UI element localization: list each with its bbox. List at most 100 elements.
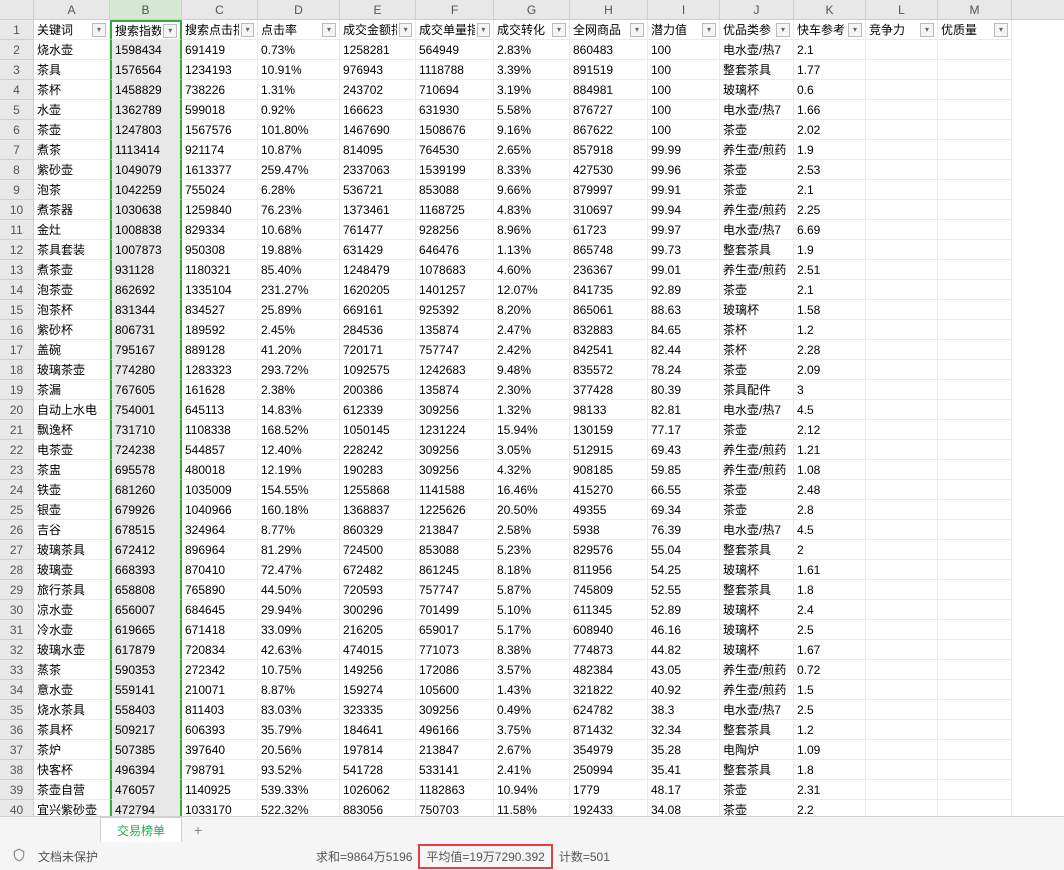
- cell[interactable]: 1113414: [110, 140, 182, 160]
- cell[interactable]: 482384: [570, 660, 648, 680]
- cell[interactable]: 2.1: [794, 40, 866, 60]
- cell[interactable]: 1620205: [340, 280, 416, 300]
- cell[interactable]: 快车参考▾: [794, 20, 866, 40]
- cell[interactable]: 168.52%: [258, 420, 340, 440]
- cell[interactable]: 茶壶: [720, 800, 794, 816]
- add-sheet-button[interactable]: +: [182, 818, 214, 842]
- cell[interactable]: [938, 680, 1012, 700]
- cell[interactable]: 135874: [416, 320, 494, 340]
- cell[interactable]: 83.03%: [258, 700, 340, 720]
- cell[interactable]: 玻璃茶具: [34, 540, 110, 560]
- cell[interactable]: 149256: [340, 660, 416, 680]
- cell[interactable]: 656007: [110, 600, 182, 620]
- cell[interactable]: 1008838: [110, 220, 182, 240]
- cell[interactable]: 842541: [570, 340, 648, 360]
- cell[interactable]: 679926: [110, 500, 182, 520]
- row-header[interactable]: 33: [0, 660, 34, 680]
- cell[interactable]: 154.55%: [258, 480, 340, 500]
- cell[interactable]: 1335104: [182, 280, 258, 300]
- cell[interactable]: 5.17%: [494, 620, 570, 640]
- cell[interactable]: 284536: [340, 320, 416, 340]
- cell[interactable]: 512915: [570, 440, 648, 460]
- cell[interactable]: 738226: [182, 80, 258, 100]
- cell[interactable]: 41.20%: [258, 340, 340, 360]
- cell[interactable]: 玻璃杯: [720, 80, 794, 100]
- column-header-H[interactable]: H: [570, 0, 648, 19]
- cell[interactable]: 427530: [570, 160, 648, 180]
- cell[interactable]: 765890: [182, 580, 258, 600]
- cell[interactable]: 3: [794, 380, 866, 400]
- cell[interactable]: 309256: [416, 460, 494, 480]
- cell[interactable]: 玻璃杯: [720, 600, 794, 620]
- cell[interactable]: 871432: [570, 720, 648, 740]
- row-header[interactable]: 29: [0, 580, 34, 600]
- cell[interactable]: 9.16%: [494, 120, 570, 140]
- cell[interactable]: 61723: [570, 220, 648, 240]
- cell[interactable]: 1248479: [340, 260, 416, 280]
- cell[interactable]: 8.20%: [494, 300, 570, 320]
- cell[interactable]: 66.55: [648, 480, 720, 500]
- cell[interactable]: 2337063: [340, 160, 416, 180]
- row-header[interactable]: 14: [0, 280, 34, 300]
- cell[interactable]: 茶具套装: [34, 240, 110, 260]
- cell[interactable]: 99.73: [648, 240, 720, 260]
- row-header[interactable]: 9: [0, 180, 34, 200]
- cell[interactable]: 20.50%: [494, 500, 570, 520]
- row-header[interactable]: 28: [0, 560, 34, 580]
- cell[interactable]: 2.30%: [494, 380, 570, 400]
- cell[interactable]: 12.19%: [258, 460, 340, 480]
- cell[interactable]: 798791: [182, 760, 258, 780]
- cell[interactable]: 煮茶器: [34, 200, 110, 220]
- cell[interactable]: 197814: [340, 740, 416, 760]
- cell[interactable]: 33.09%: [258, 620, 340, 640]
- cell[interactable]: 559141: [110, 680, 182, 700]
- cell[interactable]: 976943: [340, 60, 416, 80]
- cell[interactable]: 105600: [416, 680, 494, 700]
- cell[interactable]: 509217: [110, 720, 182, 740]
- cell[interactable]: 1168725: [416, 200, 494, 220]
- cell[interactable]: [938, 340, 1012, 360]
- cell[interactable]: 835572: [570, 360, 648, 380]
- cell[interactable]: 59.85: [648, 460, 720, 480]
- cell[interactable]: 1108338: [182, 420, 258, 440]
- cell[interactable]: [938, 640, 1012, 660]
- cell[interactable]: 99.01: [648, 260, 720, 280]
- cell[interactable]: 2.28: [794, 340, 866, 360]
- cell[interactable]: 795167: [110, 340, 182, 360]
- cell[interactable]: 5.23%: [494, 540, 570, 560]
- cell[interactable]: 669161: [340, 300, 416, 320]
- cell[interactable]: 玻璃茶壶: [34, 360, 110, 380]
- cell[interactable]: [938, 400, 1012, 420]
- cell[interactable]: 1035009: [182, 480, 258, 500]
- cell[interactable]: 272342: [182, 660, 258, 680]
- cell[interactable]: 1362789: [110, 100, 182, 120]
- cell[interactable]: 774280: [110, 360, 182, 380]
- cell[interactable]: 324964: [182, 520, 258, 540]
- cell[interactable]: 646476: [416, 240, 494, 260]
- cell[interactable]: 2.1: [794, 180, 866, 200]
- cell[interactable]: 成交金额指▾: [340, 20, 416, 40]
- cell[interactable]: 1247803: [110, 120, 182, 140]
- cell[interactable]: 关键词▾: [34, 20, 110, 40]
- cell[interactable]: 煮茶壶: [34, 260, 110, 280]
- cell[interactable]: [938, 440, 1012, 460]
- cell[interactable]: [938, 780, 1012, 800]
- column-header-I[interactable]: I: [648, 0, 720, 19]
- cell[interactable]: 40.92: [648, 680, 720, 700]
- cell[interactable]: 754001: [110, 400, 182, 420]
- cell[interactable]: 35.28: [648, 740, 720, 760]
- cell[interactable]: 85.40%: [258, 260, 340, 280]
- cell[interactable]: 茶具配件: [720, 380, 794, 400]
- cell[interactable]: 10.87%: [258, 140, 340, 160]
- cell[interactable]: [866, 520, 938, 540]
- cell[interactable]: 茶壶: [720, 500, 794, 520]
- cell[interactable]: 2.65%: [494, 140, 570, 160]
- cell[interactable]: 1613377: [182, 160, 258, 180]
- cell[interactable]: 309256: [416, 440, 494, 460]
- cell[interactable]: 496166: [416, 720, 494, 740]
- cell[interactable]: 853088: [416, 180, 494, 200]
- cell[interactable]: 3.75%: [494, 720, 570, 740]
- cell[interactable]: [866, 780, 938, 800]
- row-header[interactable]: 20: [0, 400, 34, 420]
- cell[interactable]: 0.6: [794, 80, 866, 100]
